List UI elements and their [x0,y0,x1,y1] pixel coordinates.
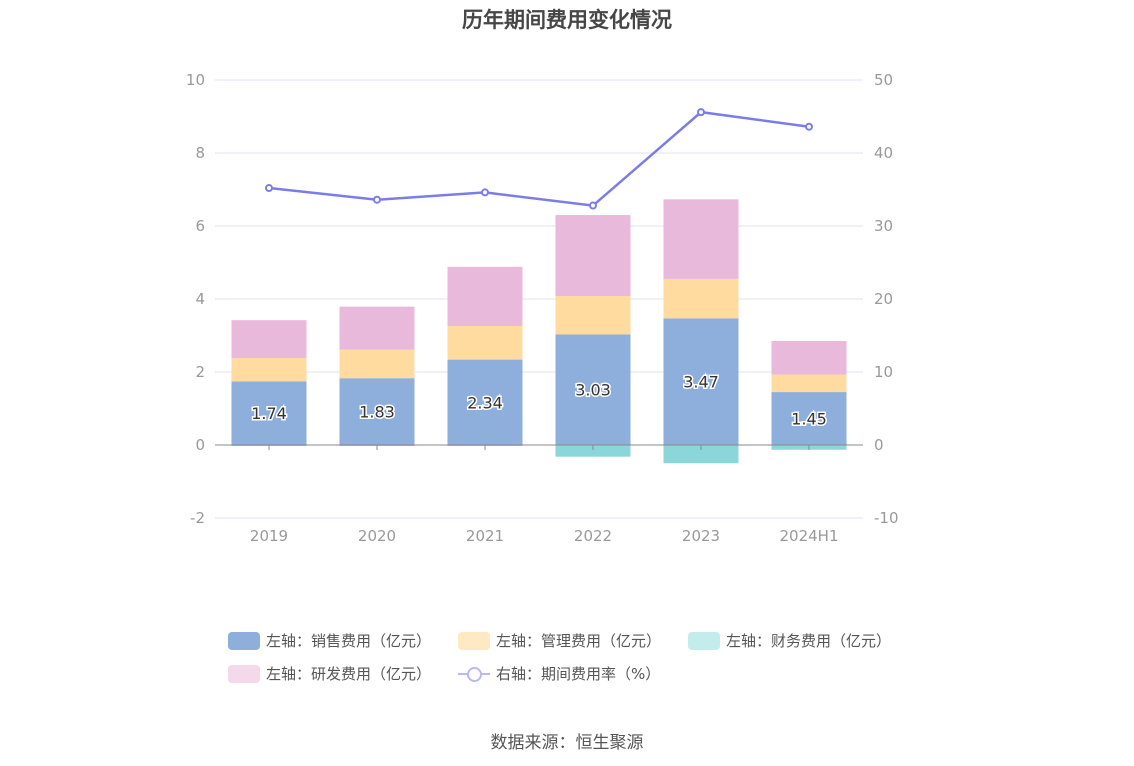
right-axis-tick-label: 20 [874,290,893,308]
bar-admin [339,349,415,379]
x-axis-tick-label: 2022 [574,527,612,545]
right-axis-tick-label: 30 [874,217,893,235]
legend-line-swatch-expense-ratio [458,665,490,683]
x-axis-tick-label: 2023 [682,527,720,545]
line-point [481,188,489,197]
bar-sales [339,378,415,445]
bar-finance [663,445,739,464]
bar-admin [771,374,847,393]
legend-item-admin[interactable]: 左轴：管理费用（亿元） [458,630,661,651]
bar-sales [663,318,739,445]
left-axis-tick-label: 8 [195,144,205,162]
left-axis-tick-label: 10 [186,71,205,89]
x-axis-tick-label: 2021 [466,527,504,545]
bar-sales [231,381,307,445]
bar-label-sales: 3.47 [683,373,719,392]
legend-swatch-finance [688,631,720,650]
data-source: 数据来源：恒生聚源 [490,733,644,753]
x-axis-tick-label: 2024H1 [780,527,839,545]
bar-label-sales: 1.83 [359,403,395,422]
legend-label-admin: 左轴：管理费用（亿元） [496,632,662,650]
bar-label-sales: 1.74 [251,404,287,423]
bar-rnd [447,266,523,327]
bar-sales [771,392,847,445]
bar-admin [555,296,631,335]
bar-admin [231,358,307,382]
left-axis-tick-label: 2 [195,363,205,381]
bar-rnd [231,320,307,359]
right-axis-tick-label: 10 [874,363,893,381]
line-expense-ratio [268,110,810,207]
line-point [697,108,705,117]
legend-label-expense-ratio: 右轴：期间费用率（%） [496,665,661,683]
bar-rnd [771,340,847,375]
bar-label-sales: 3.03 [575,381,611,400]
legend-item-expense-ratio[interactable]: 右轴：期间费用率（%） [458,663,660,684]
line-point [805,122,813,131]
right-axis-tick-label: 40 [874,144,893,162]
bar-rnd [339,306,415,350]
bar-admin [447,326,523,360]
right-axis-tick-label: 0 [874,436,884,454]
legend-label-rnd: 左轴：研发费用（亿元） [266,665,432,683]
x-axis-tick-label: 2019 [250,527,288,545]
bar-label-sales: 2.34 [467,393,503,412]
legend-swatch-rnd [228,664,260,683]
bar-rnd [555,215,631,297]
chart-title: 历年期间费用变化情况 [462,8,672,32]
line-point [589,201,597,210]
legend-item-finance[interactable]: 左轴：财务费用（亿元） [688,630,891,651]
left-axis-tick-label: 0 [195,436,205,454]
bar-sales [555,334,631,445]
left-axis-tick-label: 4 [195,290,205,308]
left-axis-tick-label: -2 [190,509,205,527]
legend-item-sales[interactable]: 左轴：销售费用（亿元） [228,630,431,651]
chart-plot: 1086420-250403020100-101.7420191.8320202… [186,71,899,545]
bar-label-sales: 1.45 [791,410,827,429]
right-axis-tick-label: -10 [874,509,899,527]
legend-item-rnd[interactable]: 左轴：研发费用（亿元） [228,663,431,684]
bar-sales [447,359,523,445]
right-axis-tick-label: 50 [874,71,893,89]
left-axis-tick-label: 6 [195,217,205,235]
bar-rnd [663,199,739,279]
bar-finance [555,445,631,457]
x-axis-tick-label: 2020 [358,527,396,545]
legend-swatch-admin [458,631,490,650]
bar-admin [663,278,739,319]
legend-label-finance: 左轴：财务费用（亿元） [726,632,892,650]
legend-swatch-sales [228,631,260,650]
line-point [373,195,381,204]
legend-label-sales: 左轴：销售费用（亿元） [266,632,432,650]
line-point [265,184,273,193]
